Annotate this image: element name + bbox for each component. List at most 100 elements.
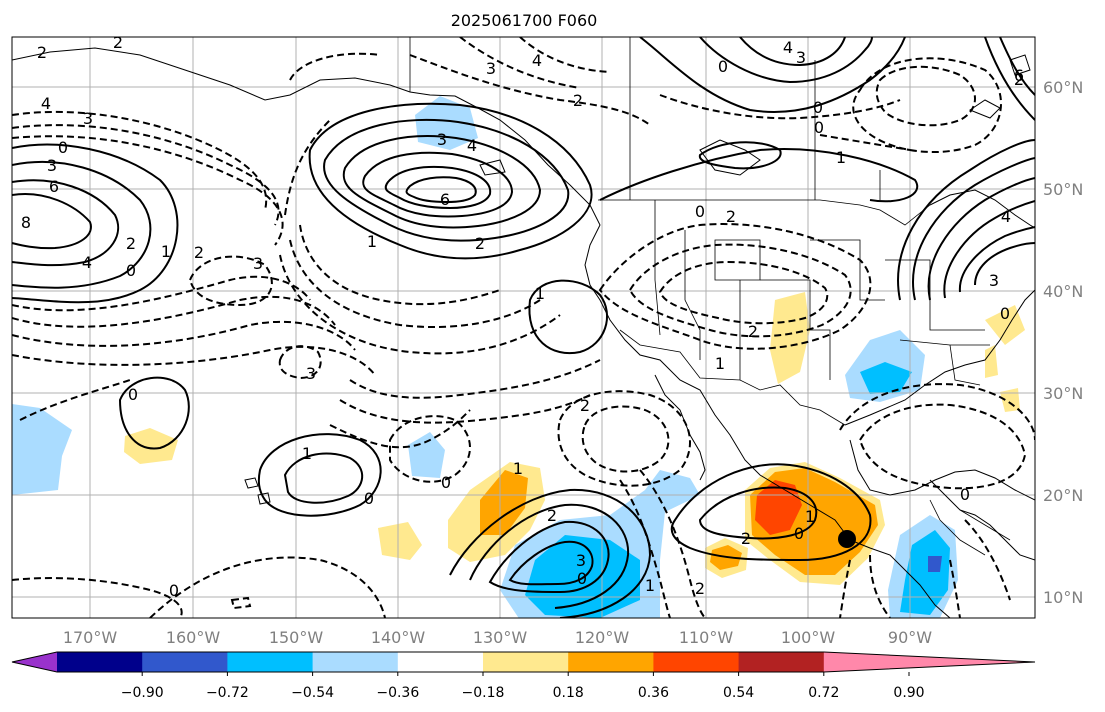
colorbar-tick-label: −0.90 [121,685,164,701]
colorbar-tick-label: 0.54 [723,685,754,701]
contour-line-positive [488,520,610,594]
colorbar-segment [738,652,825,672]
coastline [844,289,1035,426]
contour-line-negative [659,94,901,120]
contour-line-negative [628,243,852,338]
border [619,329,846,426]
contour-line-positive [12,179,120,267]
contour-line-negative [339,394,591,424]
contour-line-negative [581,405,670,473]
colorbar-extend-low [12,652,57,672]
contour-line-positive [670,463,872,562]
storm-center-marker [838,530,856,548]
shade-negative-strong [928,556,942,572]
border [949,344,981,386]
longitude-tick-label: 160°W [166,628,221,647]
shade-negative-medium [860,362,912,394]
colorbar-segment [483,652,569,672]
coastline [257,492,271,505]
contour-label: 2 [580,396,590,415]
contour-line-negative [389,415,471,483]
contour-label: 2 [1014,70,1024,89]
contour-label: 3 [306,364,316,383]
contour-line-negative [289,239,541,328]
contour-label: 0 [364,489,374,508]
contour-label: 3 [253,254,263,273]
longitude-labels: 170°W 160°W 150°W 140°W 130°W 120°W 110°W 100°W… [63,628,932,647]
latitude-tick-label: 20°N [1043,486,1083,505]
latitude-tick-label: 10°N [1043,588,1083,607]
colorbar-tick-label: −0.72 [206,685,249,701]
contour-label: 6 [440,190,450,209]
contour-line-negative [949,559,961,618]
map-title: 2025061700 F060 [451,11,598,30]
contour-line-positive [323,118,570,242]
contour-label: 2 [695,579,705,598]
contour-label: 3 [486,59,496,78]
contour-label: 1 [836,148,846,167]
contour-line-negative [819,134,911,151]
contour-label: 0 [1000,304,1010,323]
contour-label: 0 [718,57,728,76]
contour-label: 2 [194,243,204,262]
contour-label: 0 [794,524,804,543]
positive-contours [12,37,1035,618]
contour-label: 6 [49,177,59,196]
contour-line-positive [599,148,919,203]
colorbar [11,651,1036,673]
contour-line-positive [927,177,1035,301]
latitude-tick-label: 60°N [1043,78,1083,97]
contour-label: 2 [547,506,557,525]
longitude-tick-label: 110°W [679,628,734,647]
longitude-tick-label: 150°W [269,628,324,647]
contour-line-negative [619,479,671,618]
contour-line-positive [958,226,1035,293]
contour-line-positive [912,157,1035,301]
contour-label: 0 [960,485,970,504]
contour-line-positive [698,141,782,170]
contour-label: 3 [47,156,57,175]
contour-label: 6 [1014,66,1024,85]
shade-negative-medium [900,530,950,615]
colorbar-tick-label: −0.18 [462,685,505,701]
negative-contours [12,37,1035,618]
contour-line-negative [839,383,1035,441]
contour-label: 0 [441,473,451,492]
colorbar-outline [11,651,1036,673]
contour-line-negative [964,519,1011,601]
border [598,199,931,226]
contour-line-positive [449,488,652,618]
contour-line-positive [12,143,179,304]
contour-line-positive [308,102,593,260]
contour-line-negative [598,223,872,350]
colorbar-segment [653,652,740,672]
latitude-tick-label: 30°N [1043,384,1083,403]
colorbar-segment [57,652,143,672]
contour-line-negative [12,345,376,376]
contour-label: 2 [741,529,751,548]
colorbar-tick-label: 0.18 [553,685,584,701]
longitude-tick-label: 90°W [888,628,932,647]
colorbar-segment [227,652,314,672]
coastline [699,139,761,176]
colorbar-extend-high [823,652,1035,672]
contour-line-negative [839,559,851,618]
longitude-tick-label: 120°W [575,628,630,647]
colorbar-tick-label: 0.72 [808,685,839,701]
contour-line-positive [699,37,873,84]
contour-line-positive [405,176,477,204]
contour-label: 0 [58,138,68,157]
contour-line-positive [974,242,1035,286]
contour-line-negative [869,554,891,618]
contour-line-positive [12,161,152,289]
contour-label: 1 [535,284,545,303]
colorbar-segment [568,652,654,672]
contour-line-negative [557,390,691,487]
contour-line-negative [459,37,581,89]
contour-line-negative [639,469,706,618]
colorbar-segment [312,652,399,672]
contour-line-negative [284,119,331,216]
longitude-tick-label: 130°W [473,628,528,647]
border [684,230,701,360]
